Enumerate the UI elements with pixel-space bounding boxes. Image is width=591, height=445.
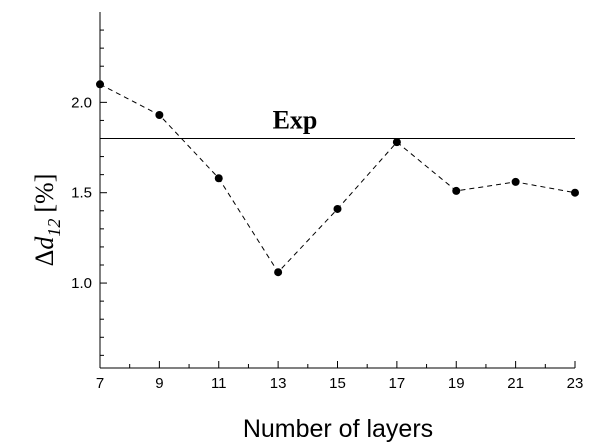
data-point <box>333 204 342 213</box>
x-tick-label: 11 <box>211 375 227 392</box>
x-tick-labels: 7 9 11 13 15 17 19 21 23 <box>96 375 584 392</box>
y-axis-label-var: d <box>30 236 59 250</box>
y-ticks <box>100 29 107 356</box>
y-tick-labels: 1.0 1.5 2.0 <box>71 94 92 292</box>
series-points <box>96 80 579 277</box>
x-tick-label: 23 <box>567 375 584 392</box>
x-tick-label: 15 <box>329 375 346 392</box>
x-tick-label: 9 <box>155 375 163 392</box>
x-tick-label: 13 <box>270 375 287 392</box>
y-tick-label: 1.0 <box>71 275 92 292</box>
x-ticks <box>99 361 576 368</box>
y-tick-label: 2.0 <box>71 94 92 111</box>
data-point <box>392 138 401 147</box>
data-point <box>214 174 223 183</box>
x-tick-label: 21 <box>507 375 524 392</box>
exp-annotation: Exp <box>273 105 318 134</box>
data-point <box>571 188 579 197</box>
x-axis-label: Number of layers <box>243 415 433 443</box>
y-axis-label: Δd12 [%] <box>30 174 64 267</box>
data-point <box>274 268 283 277</box>
x-tick-label: 17 <box>389 375 406 392</box>
data-point <box>511 177 520 186</box>
y-axis-label-delta: Δ <box>30 250 59 267</box>
y-axis-label-unit: [%] <box>30 174 59 213</box>
data-point <box>452 186 461 195</box>
series-line <box>99 83 576 274</box>
data-point <box>96 80 104 89</box>
x-tick-label: 7 <box>96 375 104 392</box>
y-axis-label-sub: 12 <box>44 219 64 237</box>
y-tick-label: 1.5 <box>71 185 92 202</box>
x-tick-label: 19 <box>448 375 465 392</box>
data-point <box>155 111 164 120</box>
